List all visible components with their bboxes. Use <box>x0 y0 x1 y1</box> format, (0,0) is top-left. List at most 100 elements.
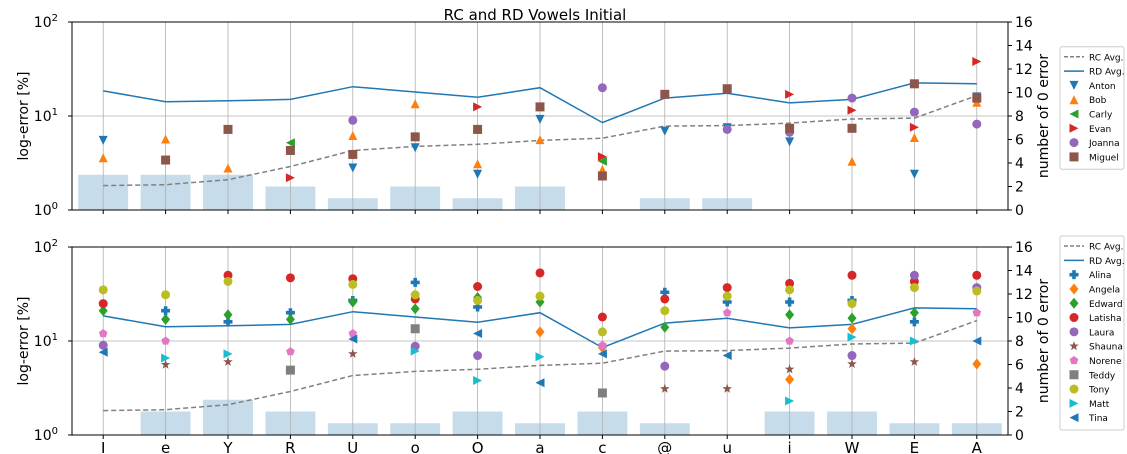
data-point-edward <box>348 296 358 308</box>
data-point-edward <box>909 307 919 319</box>
data-point-miguel <box>348 149 358 159</box>
data-point-anton <box>909 169 919 179</box>
y-right-axis-label: number of 0 error <box>1036 54 1052 179</box>
y-right-tick-label: 14 <box>1015 39 1033 55</box>
data-point-alina <box>285 308 295 318</box>
data-point-latisha <box>660 294 670 304</box>
y-right-axis-label: number of 0 error <box>1036 279 1052 404</box>
data-point-edward <box>161 313 171 325</box>
data-point-tony <box>660 306 670 316</box>
data-point-anton <box>785 137 795 147</box>
data-point-evan <box>847 105 857 115</box>
data-point-alina <box>722 297 732 307</box>
data-point-edward <box>785 309 795 321</box>
data-point-tony <box>847 299 857 309</box>
legend-label: Evan <box>1089 125 1111 135</box>
data-point-matt <box>785 396 795 406</box>
data-point-laura <box>473 351 483 361</box>
data-point-evan <box>972 57 982 67</box>
legend-marker-shauna <box>1069 341 1079 351</box>
avg-line-rd-avg <box>103 82 977 124</box>
legend-box <box>1059 46 1125 170</box>
data-point-teddy <box>410 324 420 334</box>
legend-label: Anton <box>1089 82 1116 92</box>
legend-box <box>1059 235 1125 431</box>
data-point-alina <box>660 287 670 297</box>
x-tick-label-E: E <box>910 439 919 454</box>
data-point-laura <box>847 351 857 361</box>
data-point-latisha <box>98 299 108 309</box>
y-right-tick-label: 10 <box>1015 86 1033 102</box>
data-point-carly <box>285 138 295 148</box>
y-right-tick-label: 8 <box>1015 334 1024 350</box>
data-point-joanna <box>722 124 732 134</box>
legend-label: Joanna <box>1088 139 1120 149</box>
data-point-miguel <box>722 84 732 94</box>
data-point-anton <box>535 114 545 124</box>
data-point-shauna <box>847 358 857 368</box>
legend-label: Bob <box>1089 96 1107 106</box>
legend-marker-carly <box>1069 109 1079 119</box>
data-point-alina <box>161 306 171 316</box>
y-right-tick-label: 4 <box>1015 381 1024 397</box>
legend-label: Edward <box>1089 300 1123 310</box>
x-tick-label-R: R <box>285 439 295 454</box>
data-point-miguel <box>535 102 545 112</box>
legend-marker-edward <box>1069 297 1079 309</box>
legend-label: Teddy <box>1088 371 1116 381</box>
data-point-miguel <box>285 145 295 155</box>
legend-marker-miguel <box>1069 152 1079 162</box>
data-point-angela <box>535 326 545 338</box>
legend-label: Angela <box>1089 285 1120 295</box>
legend-marker-laura <box>1069 327 1079 337</box>
x-tick-label-W: W <box>845 439 860 454</box>
data-point-joanna <box>909 107 919 117</box>
data-point-evan <box>785 89 795 99</box>
data-point-carly <box>597 156 607 166</box>
data-point-anton <box>410 143 420 153</box>
data-point-matt <box>223 349 233 359</box>
y-right-tick-label: 16 <box>1015 15 1033 31</box>
data-point-norene <box>972 308 982 317</box>
legend: RC Avg. RD Avg. Anton Bob Carly Evan Joanna Mig… <box>1059 46 1125 170</box>
data-point-matt <box>847 332 857 342</box>
legend-marker-joanna <box>1069 138 1079 148</box>
x-tick-label-@: @ <box>657 439 672 454</box>
data-point-matt <box>535 352 545 362</box>
data-point-matt <box>473 376 483 386</box>
chart-panel-bottom: 100 101 102 0 2 4 6 8 10 12 14 16 log-error [%] numbe… <box>16 235 1125 454</box>
y-right-tick-label: 8 <box>1015 109 1024 125</box>
data-point-bob <box>348 131 358 141</box>
data-point-shauna <box>660 383 670 393</box>
y-right-tick-label: 2 <box>1015 405 1024 421</box>
legend-marker-latisha <box>1069 313 1079 323</box>
data-point-tony <box>410 290 420 300</box>
data-point-tina <box>98 347 108 357</box>
data-point-tina <box>535 378 545 388</box>
y-right-tick-label: 4 <box>1015 156 1024 172</box>
legend-label: Tina <box>1088 414 1108 424</box>
legend-label: Alina <box>1089 271 1111 281</box>
legend-label: Miguel <box>1089 153 1119 163</box>
legend-label: Matt <box>1089 400 1110 410</box>
data-point-teddy <box>285 365 295 375</box>
data-point-evan <box>473 102 483 112</box>
legend-marker-tony <box>1069 384 1079 394</box>
x-tick-label-a: a <box>535 439 544 454</box>
legend-marker-angela <box>1069 283 1079 295</box>
data-point-edward <box>98 305 108 317</box>
legend-label: Shauna <box>1089 343 1123 353</box>
data-point-norene <box>348 329 358 338</box>
y-right-tick-label: 12 <box>1015 287 1033 303</box>
data-point-miguel <box>410 132 420 142</box>
data-point-alina <box>223 317 233 327</box>
data-point-evan <box>597 152 607 162</box>
legend-marker-tina <box>1069 413 1079 423</box>
data-point-laura <box>909 270 919 280</box>
legend-label: Norene <box>1089 357 1122 367</box>
y-left-axis-label: log-error [%] <box>16 72 32 161</box>
y-right-tick-label: 12 <box>1015 62 1033 78</box>
data-point-shauna <box>909 356 920 366</box>
legend: RC Avg. RD Avg. Alina Angela Edward Latisha La… <box>1059 235 1125 431</box>
